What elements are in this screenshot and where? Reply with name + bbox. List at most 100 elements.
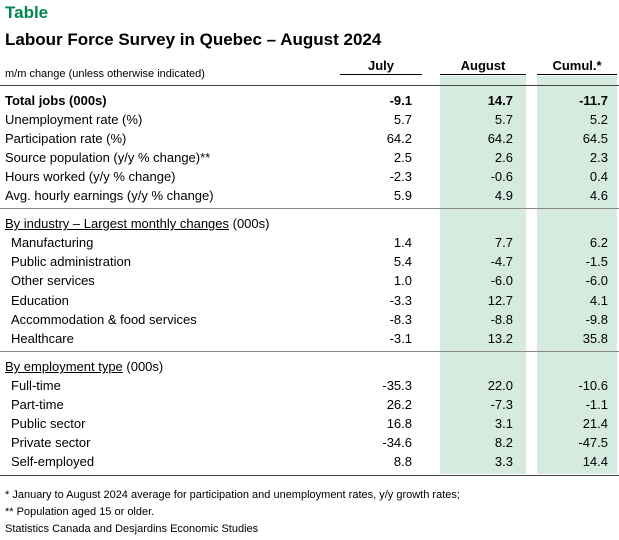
value-cumul: 2.3 <box>589 150 608 165</box>
value-cumul: -1.5 <box>585 254 608 269</box>
table-row: Accommodation & food services -8.3 -8.8 … <box>0 310 619 329</box>
table-row: Public sector 16.8 3.1 21.4 <box>0 414 619 433</box>
value-cumul: -6.0 <box>585 273 608 288</box>
table-row: Healthcare -3.1 13.2 35.8 <box>0 329 619 348</box>
table-row: Manufacturing 1.4 7.7 6.2 <box>0 233 619 252</box>
row-label: Private sector <box>11 435 91 450</box>
value-july: 16.8 <box>386 416 412 431</box>
value-cumul: 14.4 <box>582 454 608 469</box>
value-august: 12.7 <box>487 293 513 308</box>
value-august: 7.7 <box>494 235 513 250</box>
value-august: -7.3 <box>490 397 513 412</box>
value-cumul: 4.6 <box>589 188 608 203</box>
value-july: 1.0 <box>393 273 412 288</box>
value-cumul: -10.6 <box>578 378 608 393</box>
value-cumul: -11.7 <box>579 93 608 108</box>
value-august: 3.1 <box>494 416 513 431</box>
row-label: Manufacturing <box>11 235 94 250</box>
section-divider <box>0 208 619 209</box>
row-label: Other services <box>11 273 95 288</box>
row-label: Healthcare <box>11 331 74 346</box>
footnote: ** Population aged 15 or older. <box>5 506 155 518</box>
table-row: Total jobs (000s) -9.1 14.7 -11.7 <box>0 91 619 110</box>
row-label: Public administration <box>11 254 131 269</box>
row-label: Avg. hourly earnings (y/y % change) <box>5 188 214 203</box>
value-cumul: -47.5 <box>578 435 608 450</box>
row-label: Hours worked (y/y % change) <box>5 169 176 184</box>
value-july: 5.9 <box>393 188 412 203</box>
table-kicker: Table <box>5 3 49 22</box>
table-row: Participation rate (%) 64.2 64.2 64.5 <box>0 129 619 148</box>
row-label: Part-time <box>11 397 64 412</box>
value-cumul: -9.8 <box>585 312 608 327</box>
value-july: -35.3 <box>382 378 412 393</box>
value-july: -8.3 <box>389 312 412 327</box>
section-heading-industry: By industry – Largest monthly changes (0… <box>5 214 269 233</box>
header-rule <box>0 85 619 86</box>
table-row: Other services 1.0 -6.0 -6.0 <box>0 271 619 290</box>
value-august: 14.7 <box>487 93 513 108</box>
row-label: Full-time <box>11 378 61 393</box>
page-title: Labour Force Survey in Quebec – August 2… <box>5 30 382 49</box>
value-july: 64.2 <box>386 131 412 146</box>
value-july: -2.3 <box>389 169 412 184</box>
footnote: * January to August 2024 average for par… <box>5 489 460 501</box>
section-heading-text: By employment type <box>5 359 123 374</box>
row-label: Public sector <box>11 416 86 431</box>
row-label: Participation rate (%) <box>5 131 127 146</box>
value-august: -4.7 <box>490 254 513 269</box>
value-august: 4.9 <box>494 188 513 203</box>
august-column-shading <box>440 76 526 474</box>
cumul-column-shading <box>537 76 617 474</box>
table-row: Hours worked (y/y % change) -2.3 -0.6 0.… <box>0 167 619 186</box>
value-july: -3.3 <box>389 293 412 308</box>
table-row: Self-employed 8.8 3.3 14.4 <box>0 452 619 471</box>
value-july: 2.5 <box>393 150 412 165</box>
value-august: -0.6 <box>490 169 513 184</box>
section-divider <box>0 351 619 352</box>
value-july: 5.4 <box>393 254 412 269</box>
row-label: Education <box>11 293 69 308</box>
value-august: 3.3 <box>494 454 513 469</box>
value-july: -9.1 <box>389 93 412 108</box>
value-august: -6.0 <box>490 273 513 288</box>
row-label: Self-employed <box>11 454 95 469</box>
row-label: Unemployment rate (%) <box>5 112 143 127</box>
section-heading-unit: (000s) <box>229 216 270 231</box>
value-cumul: 64.5 <box>582 131 608 146</box>
value-august: 64.2 <box>487 131 513 146</box>
table-row: Part-time 26.2 -7.3 -1.1 <box>0 395 619 414</box>
column-header-cumul: Cumul.* <box>537 58 617 75</box>
section-heading-unit: (000s) <box>122 359 164 374</box>
value-cumul: 35.8 <box>582 331 608 346</box>
value-july: 1.4 <box>393 235 412 250</box>
value-august: 8.2 <box>494 435 513 450</box>
value-july: 8.8 <box>393 454 412 469</box>
value-cumul: 4.1 <box>589 293 608 308</box>
source-note: Statistics Canada and Desjardins Economi… <box>5 523 259 535</box>
value-july: -34.6 <box>382 435 412 450</box>
table-bottom-rule <box>0 475 619 476</box>
value-august: 13.2 <box>487 331 513 346</box>
value-cumul: 5.2 <box>589 112 608 127</box>
section-heading-text: By industry – Largest monthly changes <box>5 216 230 231</box>
table-row: Public administration 5.4 -4.7 -1.5 <box>0 252 619 271</box>
value-august: -8.8 <box>490 312 513 327</box>
column-header-august: August <box>440 58 526 75</box>
column-header-july: July <box>340 58 422 75</box>
row-label: Source population (y/y % change)** <box>5 150 211 165</box>
table-row: Full-time -35.3 22.0 -10.6 <box>0 376 619 395</box>
table-row: Private sector -34.6 8.2 -47.5 <box>0 433 619 452</box>
value-july: 5.7 <box>393 112 412 127</box>
section-heading-employment: By employment type (000s) <box>5 357 163 376</box>
value-cumul: -1.1 <box>585 397 608 412</box>
row-label: Accommodation & food services <box>11 312 197 327</box>
table-row: Avg. hourly earnings (y/y % change) 5.9 … <box>0 186 619 205</box>
value-august: 2.6 <box>494 150 513 165</box>
value-august: 22.0 <box>487 378 513 393</box>
value-cumul: 6.2 <box>589 235 608 250</box>
table-row: Education -3.3 12.7 4.1 <box>0 291 619 310</box>
table-row: Unemployment rate (%) 5.7 5.7 5.2 <box>0 110 619 129</box>
value-cumul: 21.4 <box>582 416 608 431</box>
value-august: 5.7 <box>494 112 513 127</box>
